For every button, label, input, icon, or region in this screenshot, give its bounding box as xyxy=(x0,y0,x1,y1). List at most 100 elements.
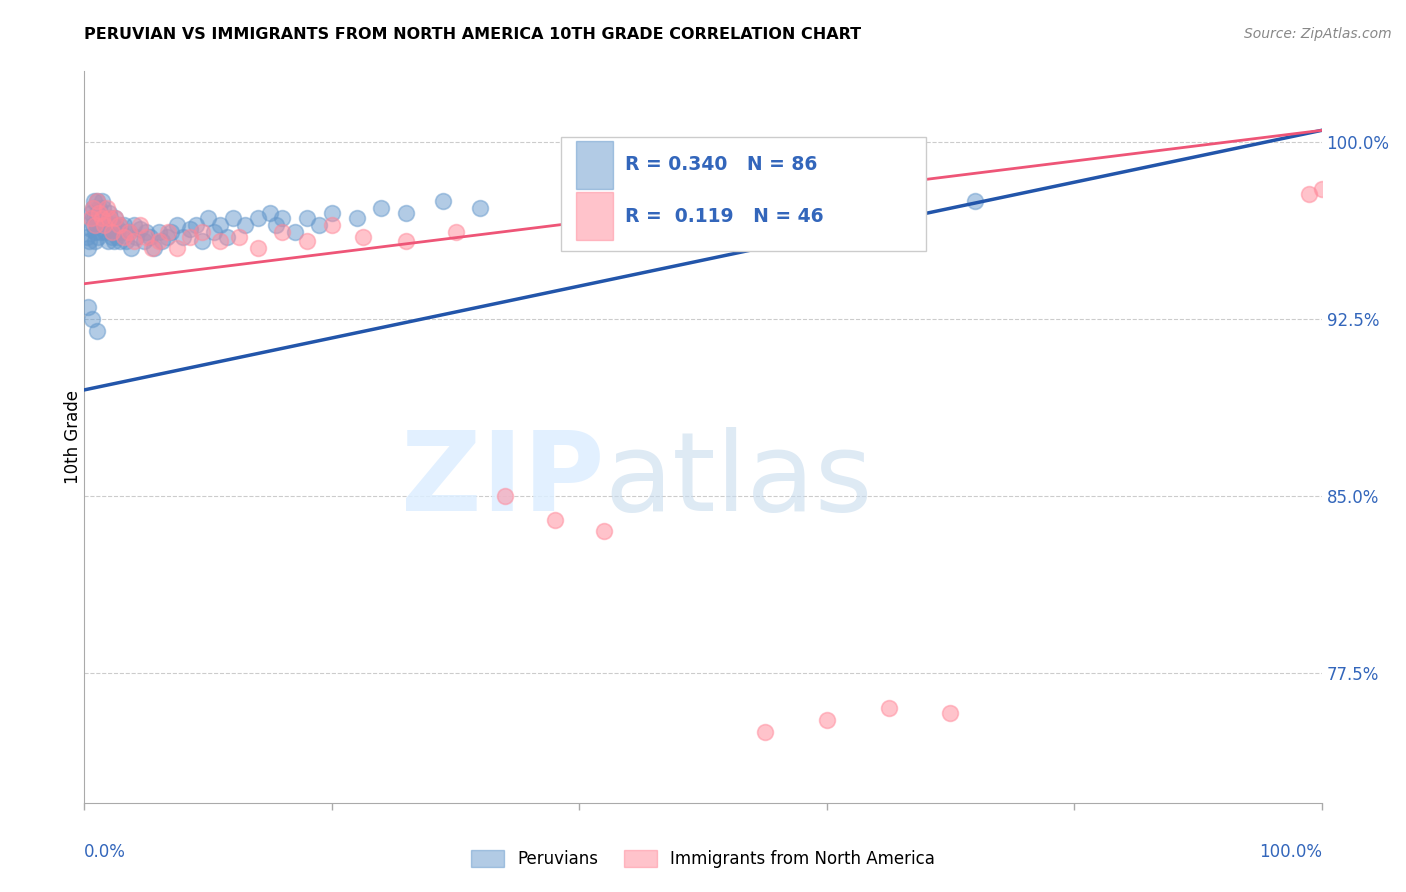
Point xyxy=(79,222,101,236)
Point xyxy=(122,218,145,232)
Point xyxy=(89,201,111,215)
Point xyxy=(141,241,163,255)
Point xyxy=(666,225,689,239)
Point xyxy=(444,225,467,239)
Point xyxy=(82,201,104,215)
Point xyxy=(125,229,148,244)
Point xyxy=(104,211,127,225)
Point xyxy=(107,222,129,236)
Point xyxy=(86,194,108,208)
Point xyxy=(77,301,100,315)
Point xyxy=(103,234,125,248)
Text: ZIP: ZIP xyxy=(401,427,605,534)
Point xyxy=(815,713,838,727)
Point xyxy=(877,187,900,202)
Point xyxy=(89,218,111,232)
Point xyxy=(191,234,214,248)
Text: 0.0%: 0.0% xyxy=(84,843,127,861)
Point xyxy=(395,234,418,248)
Point xyxy=(79,234,101,248)
Point xyxy=(965,194,987,208)
Point xyxy=(246,211,269,225)
Point xyxy=(1298,187,1320,202)
Point xyxy=(432,194,454,208)
Point xyxy=(166,241,188,255)
Point xyxy=(96,201,118,215)
Point xyxy=(617,234,640,248)
Point xyxy=(295,234,318,248)
Point xyxy=(321,218,343,232)
Point xyxy=(129,222,152,236)
Point xyxy=(76,229,98,244)
Point xyxy=(79,206,101,220)
Point xyxy=(148,234,170,248)
Point xyxy=(135,229,157,244)
Point xyxy=(80,312,103,326)
Point xyxy=(160,225,183,239)
Point xyxy=(86,218,108,232)
Point xyxy=(166,218,188,232)
Point xyxy=(90,211,112,225)
Text: R =  0.119   N = 46: R = 0.119 N = 46 xyxy=(626,207,824,226)
Bar xyxy=(575,193,613,240)
Point xyxy=(172,229,194,244)
Point xyxy=(104,211,127,225)
Point xyxy=(470,201,492,215)
Point xyxy=(191,225,214,239)
Point xyxy=(90,211,112,225)
Point xyxy=(90,194,112,208)
Point xyxy=(1310,182,1333,196)
Point xyxy=(82,201,104,215)
Point xyxy=(112,218,135,232)
Point xyxy=(83,211,105,225)
Point xyxy=(139,229,162,244)
Point xyxy=(643,229,665,244)
Point xyxy=(346,211,368,225)
Point xyxy=(84,234,107,248)
Point xyxy=(148,225,170,239)
Text: R = 0.340   N = 86: R = 0.340 N = 86 xyxy=(626,155,817,175)
Point xyxy=(271,211,294,225)
Point xyxy=(93,211,115,225)
Point xyxy=(84,225,107,239)
Point xyxy=(150,234,173,248)
Point xyxy=(197,211,219,225)
Point xyxy=(98,211,121,225)
Point xyxy=(295,211,318,225)
Point xyxy=(264,218,287,232)
Point xyxy=(83,194,105,208)
Point xyxy=(120,241,142,255)
Text: 100.0%: 100.0% xyxy=(1258,843,1322,861)
Point xyxy=(97,234,120,248)
Point xyxy=(91,201,114,215)
Point xyxy=(89,211,111,225)
Point xyxy=(135,225,157,239)
Point xyxy=(79,211,101,225)
Point xyxy=(259,206,281,220)
Point xyxy=(82,218,104,232)
Point xyxy=(98,211,121,225)
Point xyxy=(271,225,294,239)
Point xyxy=(156,229,179,244)
Point xyxy=(129,218,152,232)
FancyBboxPatch shape xyxy=(561,137,925,251)
Point xyxy=(94,225,117,239)
Point xyxy=(877,701,900,715)
Point xyxy=(101,218,124,232)
Point xyxy=(370,201,392,215)
Point xyxy=(110,225,132,239)
Point xyxy=(100,225,122,239)
Point xyxy=(122,234,145,248)
Point xyxy=(89,225,111,239)
Point xyxy=(308,218,330,232)
Point xyxy=(494,489,516,503)
Point xyxy=(157,225,180,239)
Point xyxy=(87,211,110,225)
Point xyxy=(593,524,616,539)
Point xyxy=(110,234,132,248)
Point xyxy=(91,218,114,232)
Point xyxy=(184,218,207,232)
Point xyxy=(179,222,201,236)
Legend: Peruvians, Immigrants from North America: Peruvians, Immigrants from North America xyxy=(464,844,942,875)
Bar xyxy=(575,141,613,189)
